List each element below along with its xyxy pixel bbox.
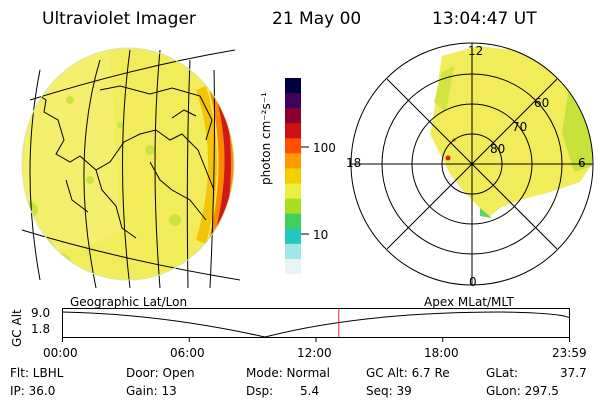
- glat-value: 37.7: [560, 366, 587, 380]
- instrument-title: Ultraviolet Imager: [42, 9, 196, 29]
- colorbar-swatch: [285, 93, 301, 109]
- colorbar-swatch: [285, 198, 301, 215]
- colorbar-unit-label: photon cm⁻²s⁻¹: [259, 92, 273, 185]
- x-tick-0600: 06:00: [170, 346, 205, 360]
- gc-alt-axis-label: GC Alt: [10, 309, 24, 347]
- colorbar-swatch: [285, 213, 301, 230]
- x-tick-0000: 00:00: [43, 346, 78, 360]
- glon-status: GLon: 297.5: [486, 384, 559, 398]
- mlat-70-label: 70: [512, 120, 528, 134]
- intensity-colorbar: [285, 78, 309, 274]
- colorbar-swatch: [285, 243, 301, 260]
- mode-status: Mode: Normal: [246, 366, 330, 380]
- colorbar-swatch: [285, 228, 301, 245]
- apex-label: Apex MLat/MLT: [424, 295, 514, 309]
- y-tick-1-8: 1.8: [31, 322, 51, 336]
- colorbar-swatch: [285, 78, 301, 94]
- x-tick-1800: 18:00: [424, 346, 459, 360]
- y-tick-9: 9.0: [31, 306, 51, 320]
- x-tick-2359: 23:59: [552, 346, 587, 360]
- mlt-18-label: 18: [346, 156, 362, 170]
- mlt-6-label: 6: [578, 156, 586, 170]
- colorbar-tick-100: 100: [313, 141, 336, 155]
- mlat-60-label: 60: [534, 96, 550, 110]
- colorbar-swatch: [285, 168, 301, 185]
- dsp-label: Dsp:: [246, 384, 274, 398]
- glat-label: GLat:: [486, 366, 519, 380]
- door-status: Door: Open: [126, 366, 195, 380]
- filter-status: Flt: LBHL: [10, 366, 64, 380]
- gain-status: Gain: 13: [126, 384, 177, 398]
- date-label: 21 May 00: [272, 9, 362, 29]
- time-label: 13:04:47 UT: [432, 9, 537, 29]
- colorbar-tick-10: 10: [313, 228, 329, 242]
- altitude-timeline: [62, 308, 571, 342]
- x-tick-1200: 12:00: [297, 346, 332, 360]
- colorbar-swatch: [285, 153, 301, 169]
- gc-alt-status: GC Alt: 6.7 Re: [366, 366, 450, 380]
- ip-status: IP: 36.0: [10, 384, 56, 398]
- geographic-globe-image: [21, 47, 241, 289]
- colorbar-swatch: [285, 108, 301, 124]
- colorbar-swatch: [285, 258, 301, 274]
- geographic-label: Geographic Lat/Lon: [70, 295, 188, 309]
- colorbar-swatch: [285, 138, 301, 154]
- polar-mlat-mlt-plot: [350, 42, 594, 286]
- dsp-value: 5.4: [300, 384, 320, 398]
- mlt-0-label: 0: [469, 275, 477, 289]
- seq-status: Seq: 39: [366, 384, 412, 398]
- colorbar-swatch: [285, 123, 301, 139]
- mlat-80-label: 80: [490, 142, 506, 156]
- colorbar-swatch: [285, 183, 301, 200]
- mlt-12-label: 12: [468, 44, 484, 58]
